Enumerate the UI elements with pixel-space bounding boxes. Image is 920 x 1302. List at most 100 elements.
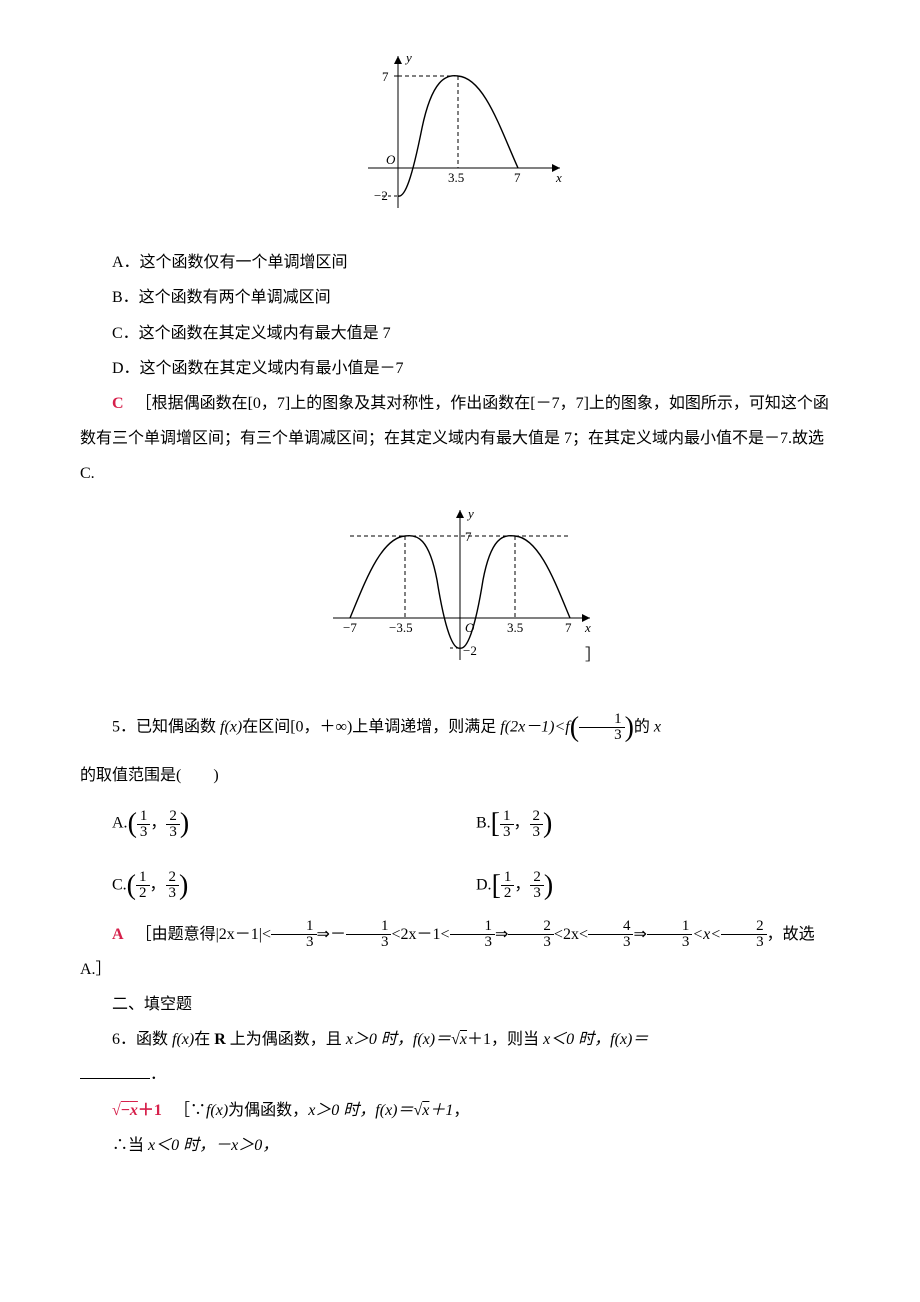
choice-b: B. 13，23 [476, 793, 840, 855]
answer4-graph: O x y 7 −2 −7 −3.5 3.5 7 ］ [80, 500, 840, 683]
choice-c-label: C. [112, 877, 127, 894]
q5-mid1: 在区间[0，＋∞)上单调递增，则满足 [242, 718, 500, 735]
answer4-para: C ［根据偶函数在[0，7]上的图象及其对称性，作出函数在[－7，7]上的图象，… [80, 386, 840, 492]
x-35: 3.5 [507, 620, 523, 635]
q5-fx: f(x) [220, 718, 242, 735]
a5-f4: 23 [508, 919, 554, 950]
x-tick-7-label: 7 [514, 170, 521, 185]
ca-f1: 13 [137, 809, 151, 840]
q5-ineq: f(2x－1)<f [500, 718, 569, 735]
q6-eq2l: f(x)＝ [610, 1031, 648, 1048]
option-b: B．这个函数有两个单调减区间 [112, 280, 840, 315]
ca-bl [128, 815, 137, 832]
cc-br [179, 877, 188, 894]
q5-stem: 5．已知偶函数 f(x)在区间[0，＋∞)上单调递增，则满足 f(2x－1)<f… [80, 697, 840, 759]
choice-c: C. 12，23 [112, 855, 476, 917]
answer6-line1: √−x＋1 ［∵f(x)为偶函数，x＞0 时，f(x)＝√x＋1， [80, 1093, 840, 1128]
q6-eq1l: f(x)＝ [413, 1031, 451, 1048]
a5-ar1: ⇒－ [317, 926, 346, 943]
q5-mid2: 的 [634, 718, 654, 735]
choice-d-label: D. [476, 877, 492, 894]
q5-choices: A.13，23 B.13，23 C.12，23 D.12，23 [80, 793, 840, 916]
a6-plus: ＋1 [138, 1102, 162, 1119]
cd-bl [492, 877, 501, 894]
a5-ar3: ⇒ [633, 926, 646, 943]
graph2-svg: O x y 7 −2 −7 −3.5 3.5 7 ］ [315, 500, 605, 670]
q5-row1: A.13，23 B.13，23 [112, 793, 840, 855]
a5-f6: 13 [647, 919, 693, 950]
a6-l2pre: ∴当 [112, 1137, 148, 1154]
a5-m3: <x< [692, 926, 721, 943]
q6-m1: 在 [194, 1031, 214, 1048]
x-label: x [584, 620, 591, 635]
cc-bl [127, 877, 136, 894]
q6-sqrt: √x [451, 1031, 467, 1048]
a6-comma: ， [453, 1102, 469, 1119]
q5-bl [570, 718, 579, 735]
cb-f2: 23 [530, 809, 544, 840]
q5-br [625, 718, 634, 735]
cb-f1: 13 [500, 809, 514, 840]
choice-d: D.12，23 [476, 855, 840, 917]
y-label: y [404, 50, 412, 65]
q6-p1: ＋1 [467, 1031, 491, 1048]
a5-f2: 13 [346, 919, 392, 950]
y-tick-7-label: 7 [382, 69, 389, 84]
q6-m2: 上为偶函数，且 [226, 1031, 346, 1048]
cc-f2: 23 [166, 870, 180, 901]
a5-f7: 23 [721, 919, 767, 950]
q4-options: A．这个函数仅有一个单调增区间 B．这个函数有两个单调减区间 C．这个函数在其定… [80, 245, 840, 386]
x-tick-35-label: 3.5 [448, 170, 464, 185]
a5-ar2: ⇒ [495, 926, 508, 943]
q6-pre: 6．函数 [112, 1031, 172, 1048]
a5-letter: A [112, 926, 124, 943]
ca-comma: ， [150, 815, 166, 832]
q6-stem: 6．函数 f(x)在 R 上为偶函数，且 x＞0 时，f(x)＝√x＋1，则当 … [80, 1022, 840, 1057]
cc-comma: ， [150, 877, 166, 894]
section-2-title: 二、填空题 [80, 987, 840, 1022]
q6-blank-line: ． [80, 1057, 840, 1092]
option-a: A．这个函数仅有一个单调增区间 [112, 245, 840, 280]
a6-cond: x＞0 时， [308, 1102, 375, 1119]
q5-pre: 5．已知偶函数 [112, 718, 220, 735]
q5-frac: 13 [579, 712, 625, 743]
choice-a: A.13，23 [112, 793, 476, 855]
a5-f3: 13 [450, 919, 496, 950]
answer4-letter: C [112, 395, 124, 412]
a5-f1: 13 [271, 919, 317, 950]
cc-f1: 12 [136, 870, 150, 901]
x-7: 7 [565, 620, 572, 635]
option-d: D．这个函数在其定义域内有最小值是－7 [112, 351, 840, 386]
y-arrow [456, 510, 464, 518]
question4-graph: O x y 7 −2 3.5 7 [80, 48, 840, 231]
cd-f2: 23 [530, 870, 544, 901]
a6-sqrt: √−x [112, 1102, 138, 1119]
graph1-svg: O x y 7 −2 3.5 7 [350, 48, 570, 218]
a6-t1: 为偶函数， [228, 1102, 308, 1119]
cb-br [543, 815, 552, 832]
option-c: C．这个函数在其定义域内有最大值是 7 [112, 316, 840, 351]
q6-m3: ，则当 [491, 1031, 543, 1048]
cd-comma: ， [514, 877, 530, 894]
origin-label: O [386, 152, 396, 167]
q6-R: R [214, 1031, 226, 1048]
choice-b-label: B. [476, 815, 491, 832]
q6-period: ． [150, 1066, 166, 1083]
q5-tail: 的取值范围是( ) [80, 758, 840, 793]
a6-fx: f(x) [206, 1102, 228, 1119]
a6-because: ∵ [190, 1102, 206, 1119]
answer5: A ［由题意得|2x－1|<13⇒－13<2x－1<13⇒23<2x<43⇒13… [80, 917, 840, 987]
a5-pre: 由题意得|2x－1|< [152, 926, 271, 943]
answer6-line2: ∴当 x＜0 时，－x＞0， [80, 1128, 840, 1163]
choice-a-label: A. [112, 815, 128, 832]
ca-br [180, 815, 189, 832]
q6-c1: x＞0 时， [346, 1031, 413, 1048]
q6-c2: x＜0 时， [543, 1031, 610, 1048]
y-arrow [394, 56, 402, 64]
q5-x: x [654, 718, 661, 735]
cb-comma: ， [514, 815, 530, 832]
y-label: y [466, 506, 474, 521]
a6-eq: f(x)＝√x＋1 [375, 1102, 453, 1119]
answer4-open: ［ [144, 395, 152, 412]
q6-blank [80, 1062, 150, 1079]
